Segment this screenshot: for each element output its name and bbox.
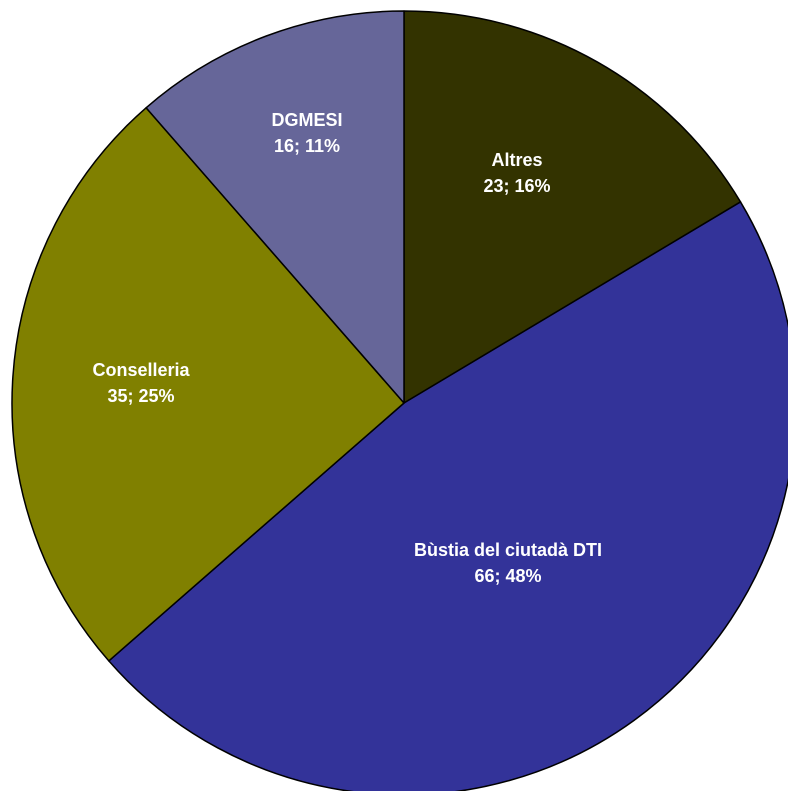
pie-slice-label-4: DGMESI 16; 11% bbox=[271, 110, 342, 156]
slice-value-label: 16; 11% bbox=[274, 136, 340, 156]
pie-slice-label-2: Bùstia del ciutadà DTI 66; 48% bbox=[414, 540, 602, 586]
slice-value-label: 66; 48% bbox=[474, 566, 541, 586]
pie-slice-2 bbox=[108, 201, 788, 791]
slice-category-label: Conselleria bbox=[92, 360, 190, 380]
slice-value-label: 23; 16% bbox=[483, 176, 550, 196]
slice-category-label: Altres bbox=[491, 150, 542, 170]
pie-slice-1 bbox=[403, 10, 742, 404]
pie-slices bbox=[11, 10, 788, 791]
slice-category-label: DGMESI bbox=[271, 110, 342, 130]
slice-category-label: Bùstia del ciutadà DTI bbox=[414, 540, 602, 560]
pie-slice-3 bbox=[11, 107, 405, 662]
slice-value-label: 35; 25% bbox=[107, 386, 174, 406]
pie-labels: Altres 23; 16% Bùstia del ciutadà DTI 66; 4… bbox=[92, 110, 602, 586]
pie-slice-label-3: Conselleria 35; 25% bbox=[92, 360, 190, 406]
pie-slice-label-1: Altres 23; 16% bbox=[483, 150, 550, 196]
pie-slice-4 bbox=[145, 10, 405, 404]
